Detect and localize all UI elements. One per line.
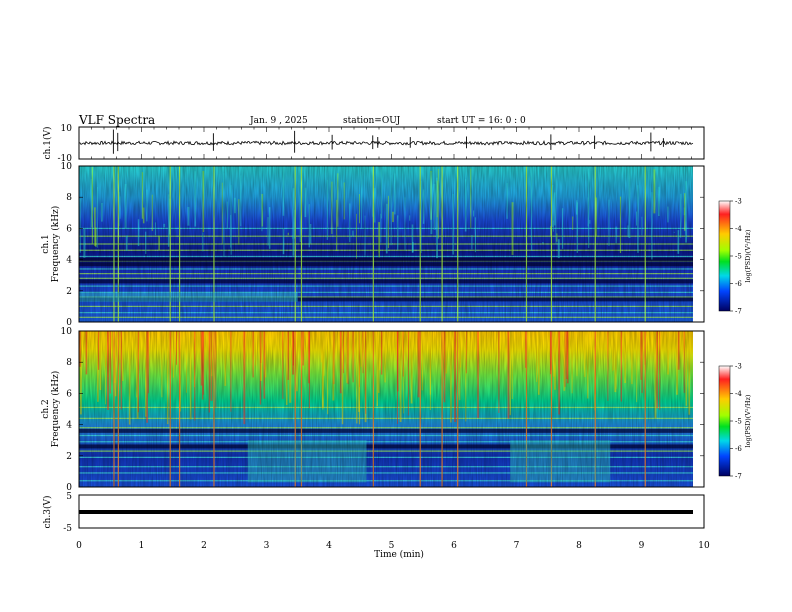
ch2-spec-ylabel-freq: Frequency (kHz) (50, 371, 61, 448)
ch2-spec-ylabel-channel: ch.2 (41, 399, 51, 418)
ch1-colorbar-ticks: -3 -4 -5 -6 -7 (730, 198, 742, 316)
x-axis-label: Time (min) (374, 549, 424, 560)
x-tick-label: 5 (389, 541, 395, 551)
freq-tick-label: 6 (66, 389, 72, 399)
freq-tick-label: 8 (66, 193, 72, 203)
ch3-ytick-bottom: -5 (63, 524, 72, 534)
x-tick-label: 1 (139, 541, 145, 551)
freq-tick-label: 0 (66, 483, 72, 493)
freq-tick-label: 8 (66, 358, 72, 368)
chart-title: VLF Spectra (78, 113, 155, 127)
ch1-waveform-trace (78, 139, 694, 146)
colorbar-tick-label: -4 (735, 390, 742, 398)
freq-tick-label: 4 (66, 421, 72, 431)
colorbar-tick-label: -7 (735, 308, 742, 316)
x-tick-label: 8 (576, 541, 582, 551)
ch3-waveform-panel: 5 -5 ch.3(V) (42, 492, 705, 534)
x-tick-label: 7 (514, 541, 520, 551)
ch3-ytick-top: 5 (66, 492, 72, 502)
ch1-spec-ylabel-freq: Frequency (kHz) (50, 206, 61, 283)
freq-tick-label: 6 (66, 224, 72, 234)
colorbar-tick-label: -5 (735, 253, 742, 261)
freq-tick-label: 10 (61, 327, 73, 337)
x-tick-label: 0 (76, 541, 82, 551)
date-label: Jan. 9 , 2025 (249, 116, 308, 126)
ch2-colorbar-ticks: -3 -4 -5 -6 -7 (730, 363, 742, 481)
station-label: station=OUJ (343, 116, 401, 126)
x-tick-label: 10 (698, 541, 710, 551)
colorbar-tick-label: -6 (735, 280, 742, 288)
ch3-ylabel: ch.3(V) (42, 496, 53, 529)
time-axis: 0 1 2 3 4 5 6 7 8 9 10 (76, 541, 710, 551)
ch1-ylabel: ch.1(V) (42, 127, 53, 160)
ch2-colorbar (718, 365, 731, 477)
start-time-label: start UT = 16: 0 : 0 (437, 116, 526, 126)
ch1-spectrogram-yticks: 0 2 4 6 8 10 (61, 162, 704, 328)
freq-tick-label: 2 (66, 452, 72, 462)
ch1-ytick-top: 10 (61, 124, 73, 134)
colorbar-tick-label: -3 (735, 198, 742, 206)
x-tick-label: 4 (326, 541, 332, 551)
x-tick-label: 6 (451, 541, 457, 551)
colorbar-tick-label: -4 (735, 225, 742, 233)
ch1-colorbar (718, 200, 731, 312)
colorbar-tick-label: -6 (735, 445, 742, 453)
ch2-colorbar-label: log(PSD)(V²/Hz) (744, 394, 752, 447)
ch1-colorbar-label: log(PSD)(V²/Hz) (744, 229, 752, 282)
ch1-spikes (112, 129, 664, 154)
x-tick-label: 9 (639, 541, 645, 551)
x-tick-label: 3 (264, 541, 270, 551)
colorbar-tick-label: -3 (735, 363, 742, 371)
colorbar-tick-label: -5 (735, 418, 742, 426)
ch1-ytick-bottom: -10 (58, 154, 73, 164)
freq-tick-label: 10 (61, 162, 73, 172)
ch2-spectrogram-yticks: 0 2 4 6 8 10 (61, 327, 704, 493)
freq-tick-label: 2 (66, 287, 72, 297)
ch1-spec-ylabel-channel: ch.1 (41, 234, 51, 253)
x-tick-label: 2 (201, 541, 207, 551)
freq-tick-label: 4 (66, 256, 72, 266)
freq-tick-label: 0 (66, 318, 72, 328)
colorbar-tick-label: -7 (735, 473, 742, 481)
